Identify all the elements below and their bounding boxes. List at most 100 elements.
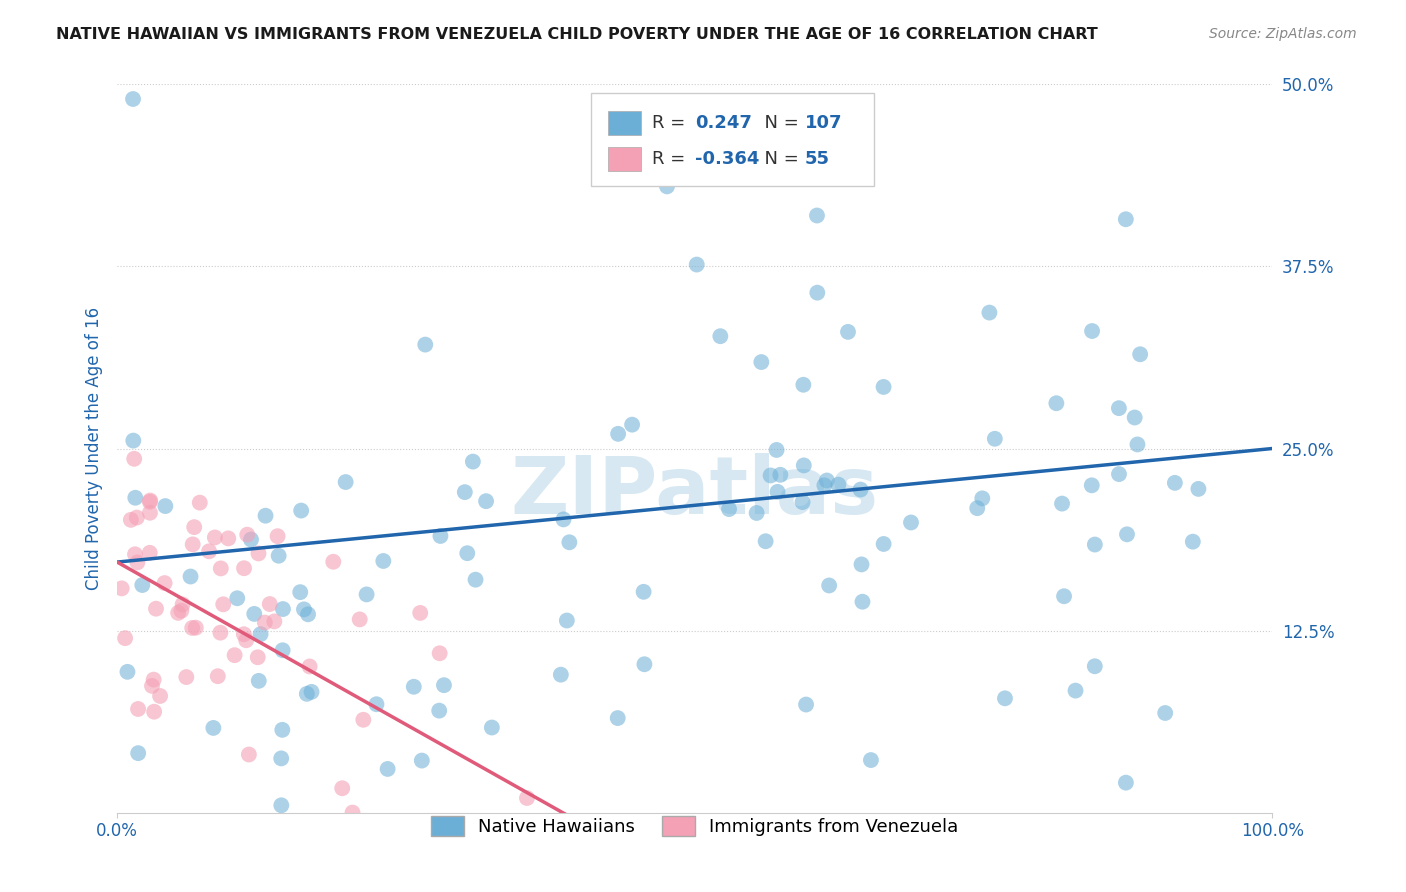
Text: Source: ZipAtlas.com: Source: ZipAtlas.com [1209, 27, 1357, 41]
Point [111, 582, 134, 596]
Point [153, 576, 176, 591]
Point [271, 643, 294, 657]
Point [1187, 482, 1209, 496]
Point [120, 513, 142, 527]
Point [454, 485, 477, 500]
Point [356, 587, 378, 601]
Point [806, 209, 828, 223]
Point [232, 627, 254, 641]
Point [1084, 537, 1107, 551]
Point [138, 546, 160, 560]
Text: NATIVE HAWAIIAN VS IMMIGRANTS FROM VENEZUELA CHILD POVERTY UNDER THE AGE OF 16 C: NATIVE HAWAIIAN VS IMMIGRANTS FROM VENEZ… [56, 27, 1098, 42]
Point [409, 606, 432, 620]
Point [794, 698, 817, 712]
Point [292, 602, 315, 616]
Point [176, 670, 198, 684]
Point [793, 458, 815, 473]
Legend: Native Hawaiians, Immigrants from Venezuela: Native Hawaiians, Immigrants from Venezu… [425, 808, 966, 844]
Point [342, 805, 364, 820]
Point [290, 503, 312, 517]
Point [249, 627, 271, 641]
Point [456, 546, 478, 560]
Point [813, 478, 835, 492]
Point [377, 762, 399, 776]
Point [267, 549, 290, 563]
Point [411, 754, 433, 768]
Point [1081, 324, 1104, 338]
Point [117, 665, 139, 679]
Point [124, 491, 146, 505]
Point [183, 520, 205, 534]
Point [184, 621, 207, 635]
Point [1053, 589, 1076, 603]
Point [122, 92, 145, 106]
Point [198, 544, 221, 558]
Point [994, 691, 1017, 706]
Point [461, 454, 484, 468]
Point [188, 495, 211, 509]
Point [270, 751, 292, 765]
Point [330, 781, 353, 796]
Point [139, 506, 162, 520]
Point [149, 689, 172, 703]
Point [247, 546, 270, 560]
Point [125, 510, 148, 524]
FancyBboxPatch shape [609, 111, 641, 135]
Point [180, 569, 202, 583]
Point [352, 713, 374, 727]
Point [271, 723, 294, 737]
Point [253, 615, 276, 630]
Point [335, 475, 357, 489]
Point [972, 491, 994, 506]
Point [429, 529, 451, 543]
Text: -0.364: -0.364 [695, 150, 759, 168]
Point [1115, 775, 1137, 789]
FancyBboxPatch shape [591, 93, 875, 186]
Point [141, 679, 163, 693]
Point [553, 512, 575, 526]
Point [204, 531, 226, 545]
Point [1108, 467, 1130, 481]
Point [1116, 527, 1139, 541]
Point [131, 578, 153, 592]
Point [429, 646, 451, 660]
Point [1181, 534, 1204, 549]
Point [247, 673, 270, 688]
Point [481, 721, 503, 735]
Point [155, 499, 177, 513]
Point [709, 329, 731, 343]
Point [413, 337, 436, 351]
Point [872, 537, 894, 551]
Point [718, 502, 741, 516]
Point [555, 614, 578, 628]
Point [433, 678, 456, 692]
Point [851, 558, 873, 572]
Point [851, 595, 873, 609]
Point [235, 633, 257, 648]
Point [766, 484, 789, 499]
Point [633, 584, 655, 599]
Point [202, 721, 225, 735]
Point [516, 791, 538, 805]
Point [475, 494, 498, 508]
Point [1123, 410, 1146, 425]
Point [243, 607, 266, 621]
Point [226, 591, 249, 606]
Point [298, 659, 321, 673]
Point [143, 705, 166, 719]
Text: 0.247: 0.247 [695, 113, 752, 132]
Point [181, 537, 204, 551]
Point [240, 533, 263, 547]
Point [366, 698, 388, 712]
Point [167, 606, 190, 620]
Point [1164, 475, 1187, 490]
Point [633, 657, 655, 672]
Point [402, 680, 425, 694]
Point [270, 798, 292, 813]
Point [181, 621, 204, 635]
Point [872, 380, 894, 394]
Point [550, 667, 572, 681]
Point [984, 432, 1007, 446]
Text: 107: 107 [804, 113, 842, 132]
Point [792, 495, 814, 509]
